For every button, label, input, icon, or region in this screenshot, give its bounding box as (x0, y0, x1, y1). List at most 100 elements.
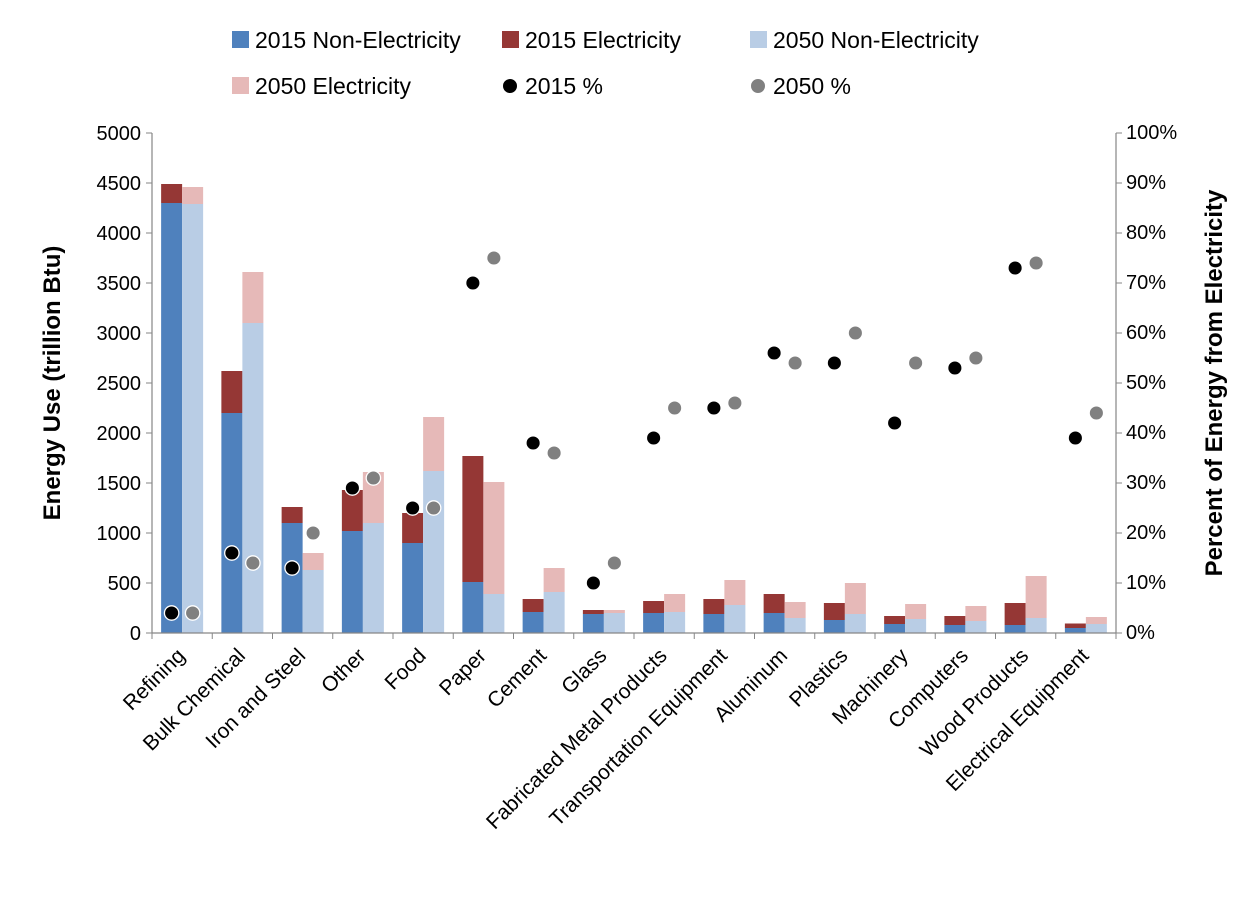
left-tick-label: 4500 (97, 173, 142, 195)
legend-label-2050-non-electricity: 2050 Non-Electricity (773, 27, 979, 53)
left-axis-title: Energy Use (trillion Btu) (39, 246, 66, 521)
point-2015-pct (465, 275, 481, 291)
bar-2050-non-electricity (483, 594, 505, 633)
bar-2015-electricity (402, 513, 424, 543)
category-label: Cement (483, 644, 551, 712)
point-2015-pct (947, 360, 963, 376)
bar-2050-electricity (1085, 617, 1107, 624)
bar-2015-non-electricity (1004, 625, 1026, 633)
category-label: Glass (557, 644, 611, 698)
point-2015-pct (766, 345, 782, 361)
right-axis-title: Percent of Energy from Electricity (1201, 189, 1228, 576)
legend-swatch-2050-non-electricity (750, 31, 767, 48)
left-tick-label: 500 (108, 573, 141, 595)
point-2050-pct (787, 355, 803, 371)
bar-2050-electricity (423, 417, 445, 471)
bar-2050-non-electricity (724, 605, 746, 633)
bar-2050-electricity (664, 594, 686, 612)
point-2050-pct (184, 605, 201, 621)
left-tick-label: 0 (130, 623, 141, 645)
right-tick-label: 10% (1126, 572, 1166, 594)
point-2015-pct (284, 560, 300, 576)
legend-swatch-2015-non-electricity (232, 31, 249, 48)
bar-2050-non-electricity (844, 614, 866, 633)
bar-2015-electricity (221, 371, 243, 413)
bar-2050-non-electricity (362, 523, 384, 633)
bar-2050-electricity (844, 583, 866, 614)
bar-2015-electricity (582, 610, 604, 614)
bar-2015-non-electricity (884, 624, 906, 633)
bar-2050-electricity (182, 187, 204, 204)
bar-2050-electricity (1025, 576, 1047, 618)
bar-2015-non-electricity (522, 612, 544, 633)
bar-2015-non-electricity (221, 413, 243, 633)
bar-2050-non-electricity (1025, 618, 1047, 633)
right-tick-label: 40% (1126, 422, 1166, 444)
point-2015-pct (1067, 430, 1084, 446)
bar-2015-electricity (281, 507, 303, 523)
point-2050-pct (606, 555, 623, 571)
category-label: Other (317, 644, 370, 697)
bar-2050-electricity (543, 568, 565, 592)
bar-2015-electricity (823, 603, 845, 620)
point-2050-pct (907, 355, 924, 371)
point-2015-pct (344, 480, 361, 496)
bar-2050-non-electricity (905, 619, 927, 633)
bar-2050-non-electricity (784, 618, 806, 633)
point-2050-pct (1088, 405, 1105, 421)
bar-2050-non-electricity (242, 323, 264, 633)
bar-2050-electricity (724, 580, 746, 605)
bar-2015-non-electricity (281, 523, 303, 633)
bar-2015-non-electricity (703, 614, 725, 633)
bar-2015-non-electricity (823, 620, 845, 633)
left-axis: 0 500 1000 1500 2000 2500 3000 3500 4000 4500 5000 (97, 123, 153, 645)
right-tick-label: 90% (1126, 172, 1166, 194)
bar-2050-electricity (905, 604, 927, 619)
right-tick-label: 70% (1126, 272, 1166, 294)
right-tick-label: 50% (1126, 372, 1166, 394)
bar-2050-non-electricity (423, 471, 445, 633)
point-2015-pct (224, 545, 240, 561)
left-tick-label: 3000 (97, 323, 142, 345)
right-tick-label: 0% (1126, 622, 1155, 644)
point-2015-pct (163, 605, 180, 621)
bar-2050-non-electricity (302, 570, 324, 633)
point-2050-pct (546, 445, 562, 461)
category-label: Food (381, 644, 431, 694)
bar-2015-non-electricity (161, 203, 183, 633)
point-2015-pct (585, 575, 602, 591)
bar-2050-electricity (784, 602, 806, 618)
point-2015-pct (706, 400, 722, 416)
bar-2015-electricity (522, 599, 544, 612)
left-tick-label: 4000 (97, 223, 142, 245)
legend-marker-2050-pct (750, 78, 766, 94)
bar-2015-non-electricity (582, 614, 604, 633)
left-tick-label: 3500 (97, 273, 142, 295)
point-2050-pct (305, 525, 321, 541)
bar-2050-non-electricity (603, 613, 625, 633)
left-tick-label: 5000 (97, 123, 142, 145)
bar-2015-electricity (1064, 623, 1086, 628)
left-tick-label: 2000 (97, 423, 142, 445)
right-tick-label: 30% (1126, 472, 1166, 494)
bar-2050-electricity (362, 472, 384, 523)
point-2015-pct (1007, 260, 1023, 276)
right-axis: 0% 10% 20% 30% 40% 50% 60% 70% 80% 90% 100% (1115, 122, 1177, 644)
point-2015-pct (826, 355, 843, 371)
bar-2050-electricity (603, 610, 625, 613)
bar-2015-electricity (643, 601, 665, 613)
bar-2015-electricity (703, 599, 725, 614)
legend-label-2015-electricity: 2015 Electricity (525, 27, 681, 53)
legend-swatch-2015-electricity (502, 31, 519, 48)
legend-label-2050-electricity: 2050 Electricity (255, 73, 411, 99)
bar-2050-non-electricity (965, 621, 987, 633)
bar-2015-electricity (884, 616, 906, 624)
bar-2015-electricity (462, 456, 484, 582)
bar-2015-non-electricity (462, 582, 484, 633)
point-2050-pct (968, 350, 984, 366)
bar-2050-electricity (965, 606, 987, 621)
point-2050-pct (847, 325, 864, 341)
